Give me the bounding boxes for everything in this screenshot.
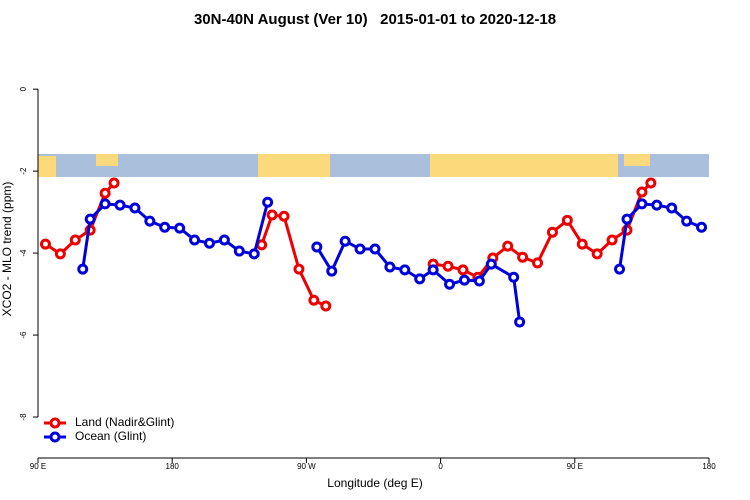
data-point — [99, 198, 111, 210]
data-point — [114, 199, 126, 211]
data-point — [256, 239, 268, 251]
data-point — [39, 238, 51, 250]
data-point — [508, 271, 520, 283]
data-point — [311, 241, 323, 253]
data-point — [262, 196, 274, 208]
data-point — [248, 248, 260, 260]
data-point — [532, 257, 544, 269]
data-point — [129, 202, 141, 214]
data-point — [696, 221, 708, 233]
data-point — [326, 265, 338, 277]
data-point — [108, 177, 120, 189]
data-point — [514, 316, 526, 328]
data-point — [645, 177, 657, 189]
data-point — [189, 234, 201, 246]
data-point — [444, 278, 456, 290]
series-line — [260, 213, 327, 308]
data-point — [458, 274, 470, 286]
data-point — [77, 263, 89, 275]
y-tick-label: -2 — [19, 167, 28, 175]
data-point — [546, 226, 558, 238]
chart-title: 30N-40N August (Ver 10) 2015-01-01 to 20… — [194, 11, 556, 28]
data-point — [293, 263, 305, 275]
land-patch — [38, 156, 56, 177]
data-point — [320, 300, 332, 312]
data-point — [485, 258, 497, 270]
legend-marker — [49, 417, 61, 429]
y-tick-label: 0 — [19, 86, 28, 91]
legend-label: Land (Nadir&Glint) — [75, 415, 174, 429]
data-point — [399, 264, 411, 276]
data-point — [517, 251, 529, 263]
data-point — [233, 245, 245, 257]
data-point — [218, 234, 230, 246]
data-point — [84, 213, 96, 225]
data-point — [369, 243, 381, 255]
data-point — [502, 240, 514, 252]
data-point — [576, 238, 588, 250]
series-line — [618, 202, 703, 270]
data-point — [266, 209, 278, 221]
data-point — [384, 261, 396, 273]
y-tick-label: -6 — [19, 331, 28, 339]
legend-label: Ocean (Glint) — [75, 429, 146, 443]
data-point — [636, 198, 648, 210]
legend-marker — [49, 431, 61, 443]
data-point — [457, 264, 469, 276]
y-tick-label: -8 — [19, 413, 28, 421]
data-point — [442, 260, 454, 272]
land-patch — [258, 154, 330, 177]
land-patch — [96, 154, 118, 166]
data-point — [614, 263, 626, 275]
data-point — [414, 273, 426, 285]
data-point — [473, 275, 485, 287]
data-point — [99, 187, 111, 199]
data-point — [427, 264, 439, 276]
y-tick-label: -4 — [19, 249, 28, 257]
data-point — [159, 221, 171, 233]
data-point — [591, 248, 603, 260]
data-point — [174, 222, 186, 234]
data-point — [69, 234, 81, 246]
y-axis-label: XCO2 - MLO trend (ppm) — [0, 182, 14, 317]
data-point — [621, 213, 633, 225]
data-point — [636, 186, 648, 198]
data-point — [651, 199, 663, 211]
data-point — [606, 234, 618, 246]
data-point — [308, 294, 320, 306]
data-point — [278, 210, 290, 222]
land-patch — [624, 154, 650, 166]
data-point — [666, 202, 678, 214]
land-patch — [430, 154, 618, 177]
data-point — [354, 243, 366, 255]
x-tick-label: 180 — [702, 462, 716, 471]
x-tick-label: 180 — [166, 462, 180, 471]
x-tick-label: 90 E — [30, 462, 46, 471]
data-point — [203, 237, 215, 249]
data-point — [54, 248, 66, 260]
data-point — [144, 215, 156, 227]
x-axis-label: Longitude (deg E) — [327, 476, 422, 490]
series-line — [81, 201, 270, 270]
x-tick-label: 0 — [438, 462, 443, 471]
x-tick-label: 90 E — [567, 462, 583, 471]
series-line — [432, 181, 652, 280]
map-strip — [38, 154, 709, 177]
data-point — [561, 214, 573, 226]
data-point — [339, 235, 351, 247]
x-tick-label: 90 W — [297, 462, 316, 471]
data-point — [681, 215, 693, 227]
